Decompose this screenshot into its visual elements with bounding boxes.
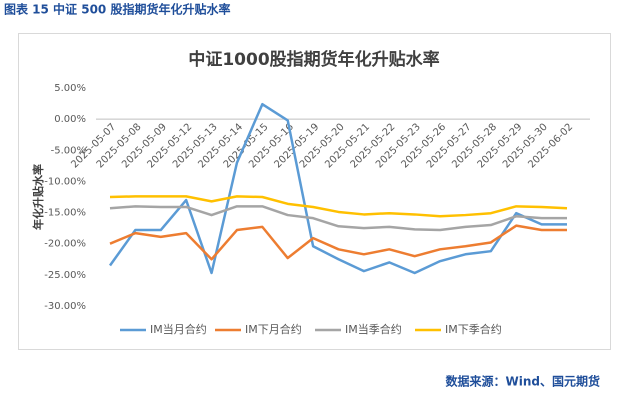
y-tick-label: -10.00% (44, 176, 86, 187)
y-tick-label: 0.00% (54, 114, 86, 125)
legend-label: IM下季合约 (445, 322, 502, 336)
series-line (109, 224, 567, 261)
legend-label: IM下月合约 (245, 322, 302, 336)
header-title: 图表 15 中证 500 股指期货年化升贴水率 (4, 2, 230, 17)
y-axis-label: 年化升贴水率 (31, 164, 45, 230)
series-line (108, 102, 567, 275)
y-tick-label: -25.00% (44, 270, 86, 281)
series-line (109, 205, 567, 232)
legend-label: IM当季合约 (345, 322, 402, 336)
y-tick-label: -5.00% (51, 145, 86, 156)
legend-label: IM当月合约 (150, 322, 207, 336)
y-tick-label: -20.00% (44, 239, 86, 250)
chart-title: 中证1000股指期货年化升贴水率 (188, 49, 439, 70)
y-tick-label: -30.00% (44, 301, 86, 312)
footer-source: 数据来源：Wind、国元期货 (446, 374, 600, 389)
y-tick-label: -15.00% (44, 208, 86, 219)
chart-frame (18, 33, 611, 350)
series-line (109, 195, 568, 218)
y-tick-label: 5.00% (54, 83, 86, 94)
